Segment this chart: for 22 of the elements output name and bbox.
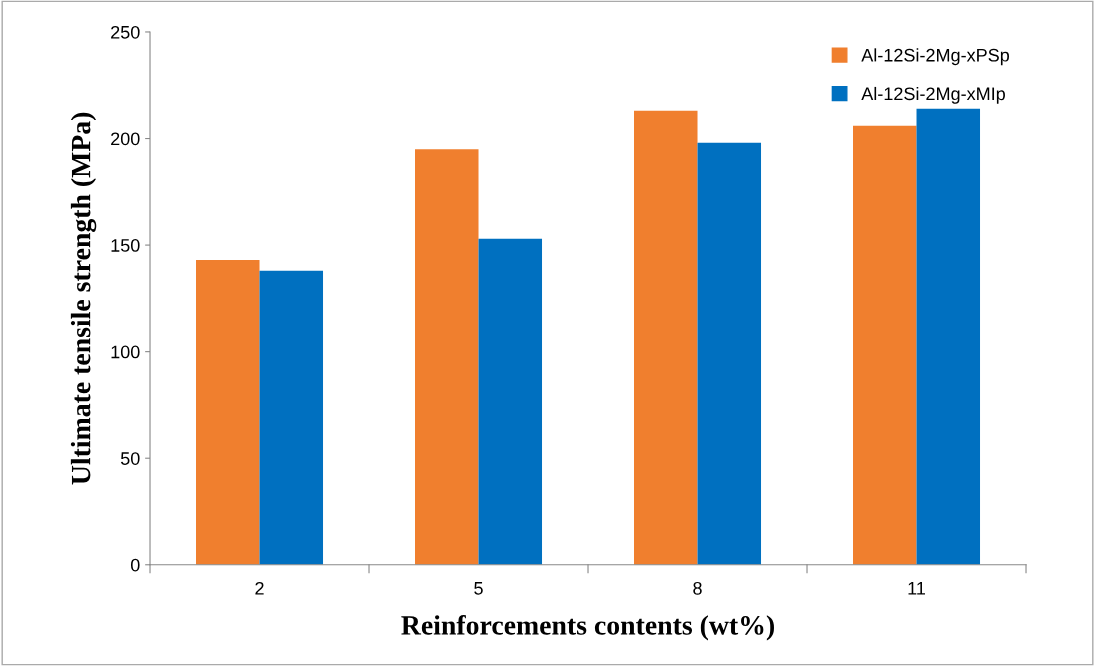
bar: [697, 142, 762, 565]
bar: [634, 110, 698, 565]
legend-label: Al-12Si-2Mg-xMIp: [861, 86, 1005, 104]
y-tick-label: 250: [111, 25, 140, 39]
bar: [853, 125, 917, 565]
bar: [478, 238, 543, 565]
y-tick-label: 150: [111, 239, 140, 252]
y-tick-label: 200: [111, 132, 140, 146]
bar: [415, 149, 479, 565]
x-tick-label: 5: [474, 582, 483, 595]
x-axis-title: Reinforcements contents (wt%): [401, 614, 774, 641]
y-axis-title: Ultimate tensile strength (MPa): [70, 112, 97, 485]
x-tick-label: 8: [693, 581, 702, 595]
bar: [259, 270, 324, 565]
y-tick-label: 100: [111, 345, 140, 359]
y-tick-label: 0: [130, 558, 140, 572]
bar: [196, 260, 260, 565]
legend-label: Al-12Si-2Mg-xPSp: [861, 48, 1010, 66]
y-tick-label: 50: [120, 452, 140, 465]
x-tick-label: 11: [908, 582, 926, 595]
x-tick-label: 2: [255, 581, 264, 595]
bar: [916, 108, 981, 565]
